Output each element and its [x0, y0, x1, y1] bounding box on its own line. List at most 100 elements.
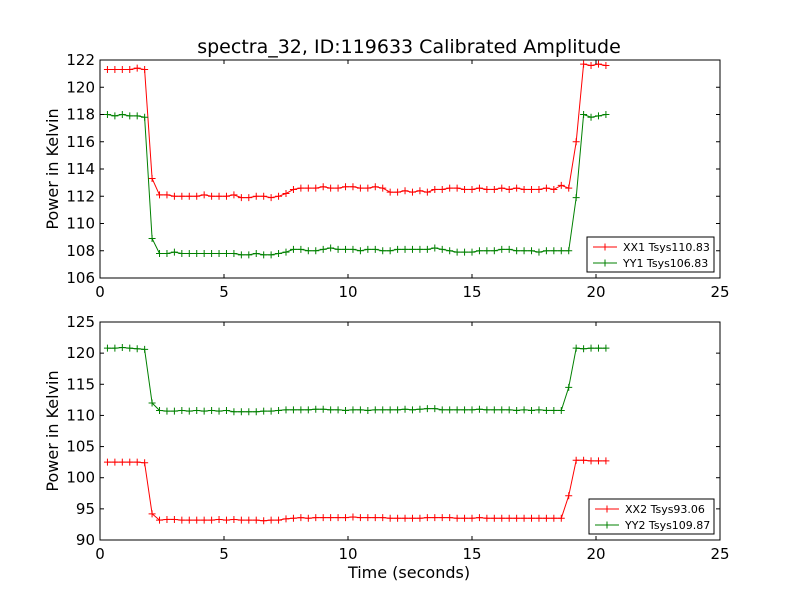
data-point [550, 185, 558, 193]
data-point [222, 406, 230, 414]
data-point [156, 516, 164, 524]
data-point [297, 245, 305, 253]
chart-title: spectra_32, ID:119633 Calibrated Amplitu… [197, 36, 621, 58]
series-1-0 [103, 456, 610, 525]
data-point [319, 245, 327, 253]
data-point [163, 515, 171, 523]
data-point [587, 113, 595, 121]
data-point [327, 184, 335, 192]
data-point [513, 184, 521, 192]
y-tick-label: 116 [66, 133, 95, 151]
data-point [163, 407, 171, 415]
x-tick-label: 15 [462, 283, 481, 301]
legend-marker [603, 505, 611, 513]
data-point [267, 516, 275, 524]
data-point [193, 406, 201, 414]
data-point [602, 344, 610, 352]
data-point [170, 248, 178, 256]
data-point [215, 515, 223, 523]
series-1-1 [103, 344, 610, 416]
data-point [535, 406, 543, 414]
data-point [141, 345, 149, 353]
x-tick-label: 25 [710, 545, 729, 563]
data-point [505, 406, 513, 414]
data-point [498, 245, 506, 253]
legend: XX1 Tsys110.83 YY1 Tsys106.83 [586, 236, 715, 273]
data-point [461, 514, 469, 522]
data-point [208, 516, 216, 524]
data-point [520, 406, 528, 414]
data-point [602, 457, 610, 465]
data-point [594, 112, 602, 120]
data-point [178, 249, 186, 257]
data-point [342, 514, 350, 522]
data-point [580, 60, 588, 68]
data-point [126, 112, 134, 120]
data-point [468, 514, 476, 522]
data-point [475, 405, 483, 413]
data-point [490, 247, 498, 255]
data-point [230, 515, 238, 523]
data-point [267, 194, 275, 202]
data-point [200, 407, 208, 415]
data-point [327, 406, 335, 414]
data-point [401, 405, 409, 413]
data-point [423, 188, 431, 196]
data-point [371, 406, 379, 414]
legend-marker [601, 259, 609, 267]
data-point [386, 514, 394, 522]
data-point [580, 456, 588, 464]
data-point [193, 516, 201, 524]
data-point [371, 245, 379, 253]
data-point [245, 251, 253, 259]
data-point [200, 516, 208, 524]
data-point [550, 514, 558, 522]
data-point [289, 406, 297, 414]
data-point [542, 514, 550, 522]
data-point [133, 345, 141, 353]
data-point [319, 183, 327, 191]
legend-entry: XX1 Tsys110.83 [623, 241, 710, 254]
data-point [386, 406, 394, 414]
data-point [535, 514, 543, 522]
data-point [289, 514, 297, 522]
data-point [312, 405, 320, 413]
data-point [133, 112, 141, 120]
data-point [185, 407, 193, 415]
x-tick-label: 5 [219, 545, 229, 563]
data-point [275, 192, 283, 200]
data-point [267, 407, 275, 415]
data-point [148, 175, 156, 183]
data-point [364, 514, 372, 522]
data-point [483, 514, 491, 522]
data-point [118, 458, 126, 466]
data-point [498, 406, 506, 414]
data-point [237, 251, 245, 259]
data-point [505, 185, 513, 193]
x-tick-label: 0 [95, 545, 105, 563]
data-point [103, 66, 111, 74]
data-point [572, 456, 580, 464]
data-point [252, 249, 260, 257]
data-point [453, 248, 461, 256]
data-point [148, 399, 156, 407]
data-point [260, 407, 268, 415]
data-point [483, 185, 491, 193]
data-point [215, 407, 223, 415]
data-point [438, 185, 446, 193]
data-point [170, 407, 178, 415]
data-point [289, 185, 297, 193]
data-point [356, 184, 364, 192]
data-point [386, 188, 394, 196]
data-point [185, 516, 193, 524]
data-point [178, 516, 186, 524]
data-point [401, 245, 409, 253]
data-point [193, 249, 201, 257]
data-point [602, 111, 610, 118]
data-point [490, 185, 498, 193]
x-tick-label: 10 [338, 545, 357, 563]
x-tick-label: 20 [586, 283, 605, 301]
data-point [319, 405, 327, 413]
data-point [431, 244, 439, 252]
